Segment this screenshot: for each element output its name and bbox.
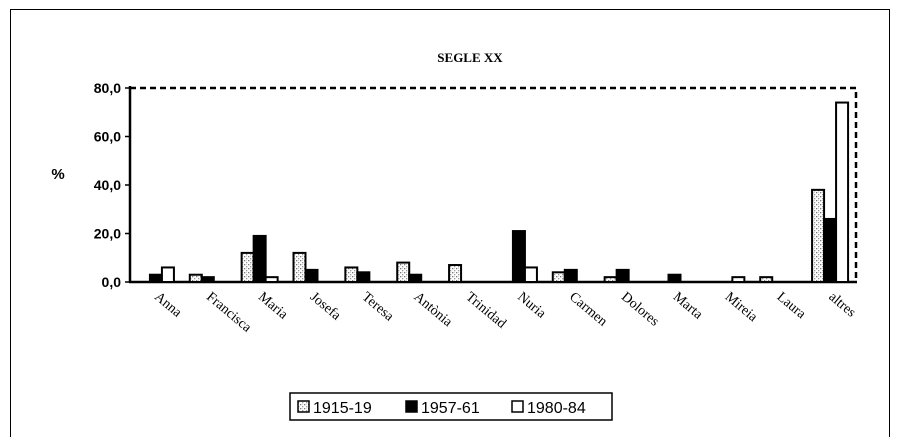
legend-swatch-1957-61 [405, 400, 418, 413]
bar-1915-19-Maria [240, 251, 255, 283]
bar-1980-84-Maria [264, 276, 279, 283]
bar-1980-84-Mireia [731, 276, 746, 283]
bar-1957-61-Maria [252, 234, 267, 284]
bars [148, 101, 850, 284]
bar-1915-19-Francisca [188, 273, 203, 284]
bar-1957-61-Marta [667, 273, 682, 284]
bar-1915-19-Trinidad [448, 264, 463, 283]
x-tick-label: Antònia [411, 290, 456, 331]
legend-box [289, 392, 613, 421]
bar-1957-61-Dolores [615, 268, 630, 283]
x-tick-label: Maria [255, 290, 291, 323]
y-tick-label: 80,0 [94, 80, 121, 96]
bar-1980-84-Nuria [523, 266, 538, 284]
x-tick-label: altres [826, 290, 859, 321]
x-tick-label: Trinidad [463, 290, 509, 332]
x-tick-label: Francisca [203, 290, 254, 336]
x-tick-label: Dolores [618, 290, 662, 330]
x-tick-label: Teresa [359, 290, 397, 325]
bar-1957-61-Carmen [563, 268, 578, 283]
legend-label-1980-84: 1980-84 [527, 400, 586, 417]
bar-1915-19-altres [811, 188, 826, 284]
x-tick-label: Josefa [307, 290, 344, 324]
plot-border [130, 86, 858, 282]
bar-1915-19-Dolores [603, 276, 618, 283]
y-tick-label: 60,0 [94, 129, 121, 145]
legend: 1915-19 1957-61 1980-84 [289, 392, 613, 421]
bar-1980-84-Anna [160, 266, 175, 284]
bar-1957-61-Anna [148, 273, 163, 284]
x-tick-label: Marta [670, 290, 706, 323]
bar-1980-84-altres [835, 101, 850, 283]
x-tick-label: Nuria [514, 290, 549, 322]
bar-1915-19-Teresa [344, 266, 359, 284]
bar-1915-19-Carmen [551, 271, 566, 283]
chart-title: SEGLE XX [437, 50, 503, 65]
x-tick-label: Laura [774, 290, 809, 323]
bar-1957-61-Francisca [200, 276, 215, 283]
legend-label-1957-61: 1957-61 [421, 400, 480, 417]
x-tick-label: Anna [151, 290, 184, 321]
bar-1957-61-Josefa [304, 268, 319, 283]
legend-label-1915-19: 1915-19 [313, 400, 372, 417]
bar-1957-61-altres [823, 217, 838, 283]
y-tick-label: 40,0 [94, 177, 121, 193]
bar-1915-19-Josefa [292, 251, 307, 283]
legend-swatch-1915-19 [297, 400, 310, 413]
bar-1915-19-Laura [759, 276, 774, 283]
bar-1957-61-Nuria [511, 230, 526, 283]
y-axis: 0,0 20,0 40,0 60,0 80,0 [94, 80, 130, 290]
bar-1957-61-Teresa [356, 271, 371, 283]
chart-frame [10, 9, 890, 437]
y-tick-label: 20,0 [94, 226, 121, 242]
y-tick-label: 0,0 [102, 274, 122, 290]
x-tick-label: Carmen [566, 290, 610, 330]
bar-1957-61-Antònia [408, 273, 423, 284]
plot-area [128, 86, 858, 284]
bar-1915-19-Antònia [396, 261, 411, 284]
x-tick-label: Mireia [722, 290, 761, 326]
x-axis: Anna Francisca Maria Josefa Teresa Antònia Tri… [151, 290, 858, 336]
y-axis-label: % [51, 166, 64, 183]
legend-swatch-1980-84 [511, 400, 524, 413]
